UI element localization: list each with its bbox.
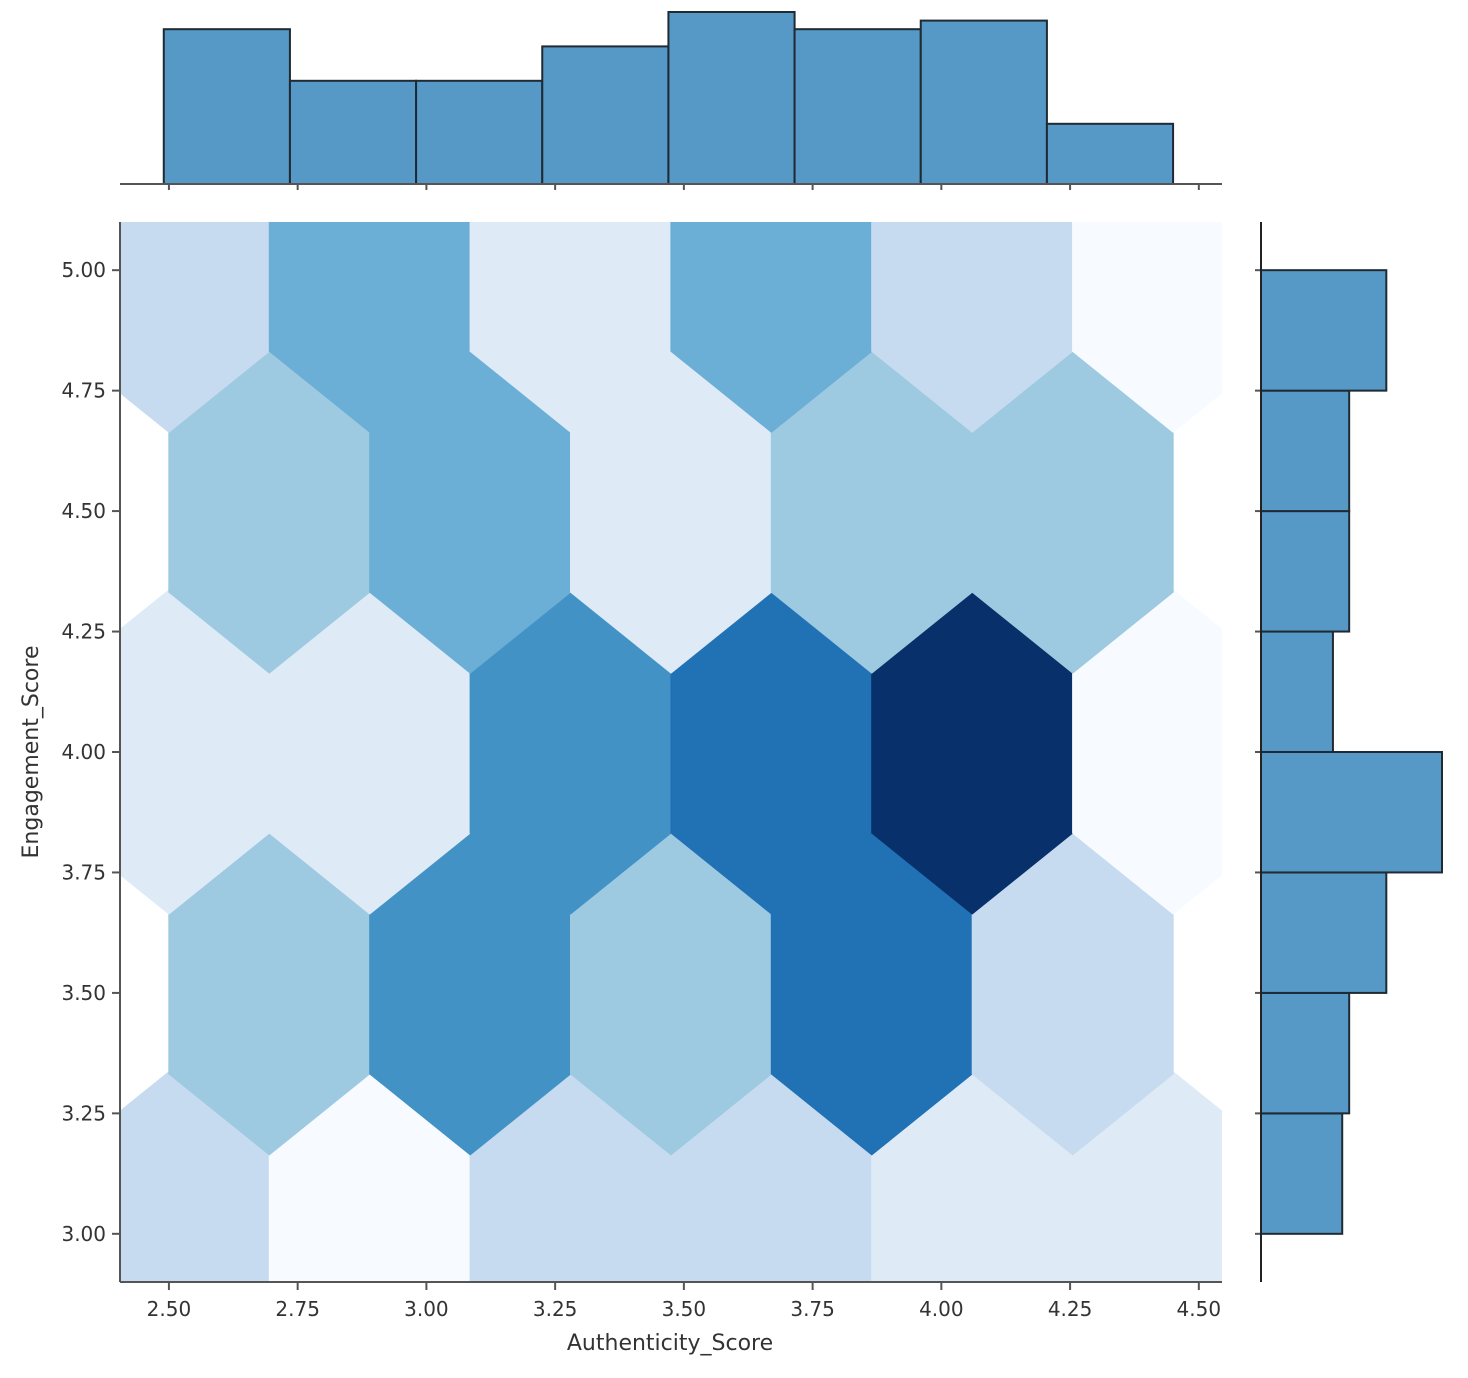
hex-cell [268,222,471,433]
hex-cell [469,222,672,433]
y-tick-label: 4.25 [61,620,106,644]
hex-cell [1072,222,1222,433]
x-tick-label: 3.50 [662,1297,707,1321]
y-tick-label: 3.00 [61,1222,106,1246]
top-histogram-bar [919,19,1048,185]
y-tick-label: 5.00 [61,258,106,282]
hex-cell [120,222,270,433]
x-tick-label: 4.00 [919,1297,964,1321]
right-histogram-bar [1260,1112,1344,1235]
right-histogram-bar [1260,389,1351,513]
right-histogram-bar [1260,510,1351,633]
top-histogram-bar [793,28,922,186]
top-histogram-bar [541,45,670,186]
top-histogram-bar [288,79,418,185]
x-tick-label: 4.25 [1048,1297,1093,1321]
top-histogram-bar [162,28,291,186]
x-axis-ticks: 2.50 2.75 3.00 3.25 3.50 3.75 4.00 4.25 4.50 [147,1282,1221,1321]
right-marginal-histogram [1255,269,1443,1235]
top-marginal-histogram [162,11,1200,190]
y-tick-label: 3.25 [61,1101,106,1125]
x-tick-label: 4.50 [1177,1297,1222,1321]
hex-cell [871,222,1074,433]
x-tick-label: 3.75 [790,1297,835,1321]
y-axis-ticks: 3.00 3.25 3.50 3.75 4.00 4.25 4.50 4.75 5.00 [61,258,120,1246]
right-histogram-bar [1260,751,1443,874]
y-tick-label: 3.50 [61,981,106,1005]
right-histogram-bar [1260,630,1334,754]
y-tick-label: 3.75 [61,860,106,884]
right-histogram-bar [1260,871,1388,994]
top-histogram-bar [1045,122,1175,186]
x-tick-label: 3.25 [533,1297,578,1321]
right-histogram-bar [1260,269,1388,392]
hexbin-plot-area [120,222,1222,1282]
y-tick-label: 4.00 [61,740,106,764]
top-histogram-bar [415,79,544,185]
x-axis-label: Authenticity_Score [567,1331,773,1356]
x-tick-label: 2.50 [147,1297,192,1321]
right-histogram-bar [1260,991,1351,1115]
x-tick-label: 3.00 [404,1297,449,1321]
hex-cell [670,222,873,433]
y-tick-label: 4.50 [61,499,106,523]
y-axis-label: Engagement_Score [19,646,44,859]
x-tick-label: 2.75 [275,1297,320,1321]
y-tick-label: 4.75 [61,379,106,403]
top-histogram-bar [667,11,796,185]
